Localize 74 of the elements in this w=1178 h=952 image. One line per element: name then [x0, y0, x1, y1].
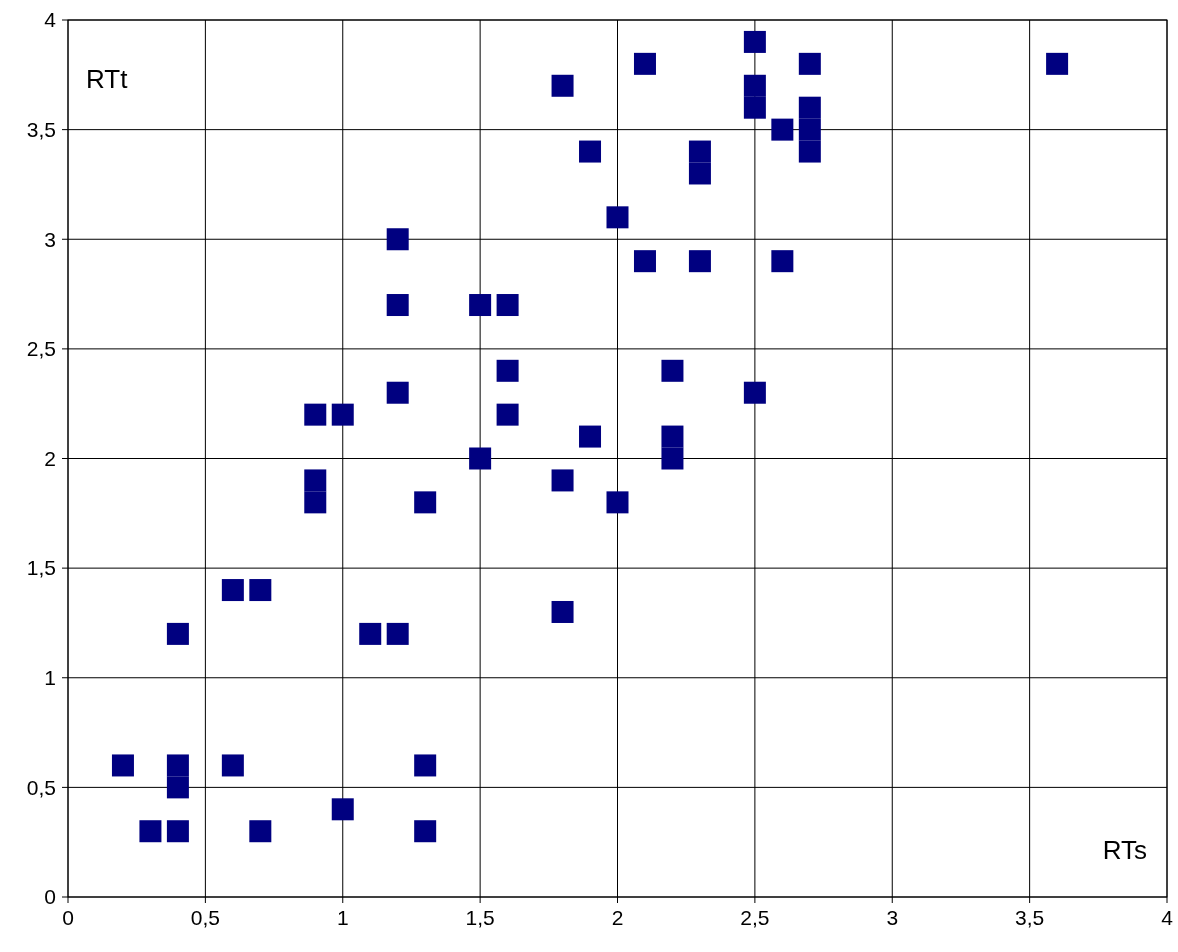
point — [359, 622, 382, 645]
point — [331, 798, 354, 821]
point — [688, 250, 711, 273]
point — [551, 600, 574, 623]
point — [798, 118, 821, 141]
point — [139, 820, 162, 843]
x-tick-label: 3 — [886, 906, 899, 929]
point — [496, 403, 519, 426]
point — [661, 425, 684, 448]
point — [469, 447, 492, 470]
y-tick-label: 0,5 — [26, 775, 56, 799]
point — [743, 96, 766, 119]
point — [633, 250, 656, 273]
point — [771, 118, 794, 141]
point — [661, 359, 684, 382]
y-tick-label: 2 — [44, 446, 56, 470]
point — [743, 381, 766, 404]
point — [414, 754, 437, 777]
point — [661, 447, 684, 470]
point — [386, 228, 409, 251]
point — [166, 622, 189, 645]
point — [111, 754, 134, 777]
point — [579, 425, 602, 448]
x-tick-label: 2,5 — [740, 906, 770, 929]
x-tick-label: 1 — [336, 906, 349, 929]
x-tick-label: 4 — [1161, 906, 1174, 929]
point — [798, 52, 821, 75]
point — [798, 96, 821, 119]
point — [688, 162, 711, 185]
point — [166, 776, 189, 799]
point — [579, 140, 602, 163]
y-tick-label: 3 — [44, 227, 56, 251]
point — [386, 294, 409, 317]
point — [249, 579, 272, 602]
point — [633, 52, 656, 75]
x-tick-label: 3,5 — [1015, 906, 1045, 929]
point — [469, 294, 492, 317]
y-axis-title: RTt — [86, 64, 129, 94]
x-tick-label: 0 — [62, 906, 74, 929]
point — [1046, 52, 1069, 75]
point — [743, 30, 766, 53]
point — [798, 140, 821, 163]
point — [551, 469, 574, 492]
y-tick-label: 2,5 — [26, 337, 56, 361]
point — [304, 491, 327, 514]
x-tick-label: 2 — [611, 906, 624, 929]
point — [386, 381, 409, 404]
x-tick-label: 1,5 — [465, 906, 495, 929]
point — [304, 469, 327, 492]
point — [414, 820, 437, 843]
point — [688, 140, 711, 163]
point — [496, 294, 519, 317]
point — [743, 74, 766, 97]
point — [166, 820, 189, 843]
x-tick-label: 0,5 — [190, 906, 220, 929]
point — [606, 491, 629, 514]
point — [331, 403, 354, 426]
point — [496, 359, 519, 382]
y-tick-label: 1 — [44, 666, 56, 690]
point — [386, 622, 409, 645]
point — [304, 403, 327, 426]
point — [414, 491, 437, 514]
point — [606, 206, 629, 229]
point — [221, 579, 244, 602]
y-tick-label: 1,5 — [26, 556, 56, 580]
point — [221, 754, 244, 777]
y-tick-label: 0 — [44, 885, 56, 909]
point — [249, 820, 272, 843]
y-tick-label: 4 — [44, 8, 57, 32]
point — [551, 74, 574, 97]
point — [771, 250, 794, 273]
y-tick-label: 3,5 — [26, 117, 56, 141]
x-axis-title: RTs — [1102, 835, 1147, 865]
point — [166, 754, 189, 777]
